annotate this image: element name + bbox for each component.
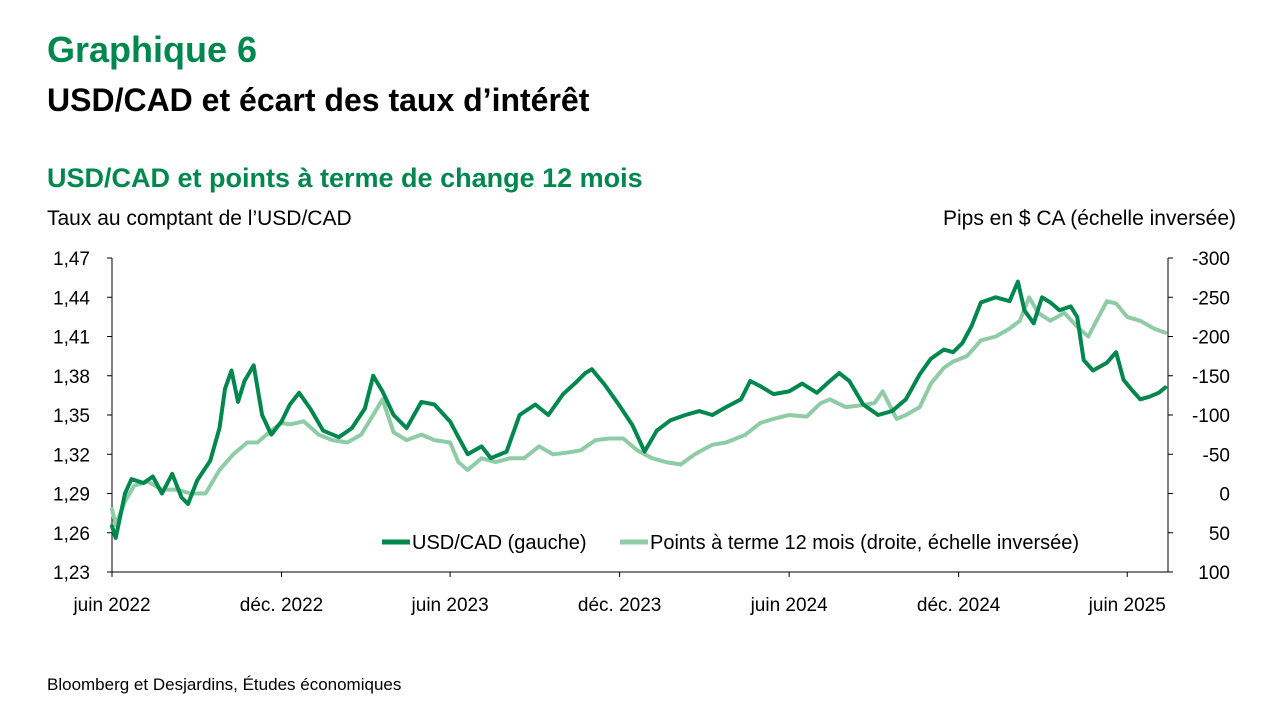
- y-right-axis-title: Pips en $ CA (échelle inversée): [943, 207, 1236, 230]
- chart-heading: USD/CAD et points à terme de change 12 m…: [47, 163, 643, 193]
- y-left-tick-label: 1,29: [53, 485, 90, 506]
- usdcad-series-line: [110, 279, 1168, 540]
- legend-label-usdcad: USD/CAD (gauche): [412, 532, 587, 554]
- y-right-tick-label: -300: [1192, 249, 1230, 270]
- page-title: USD/CAD et écart des taux d’intérêt: [47, 82, 590, 118]
- source-note: Bloomberg et Desjardins, Études économiq…: [47, 675, 402, 694]
- graph-number: Graphique 6: [47, 29, 258, 70]
- y-left-tick-label: 1,38: [53, 367, 90, 388]
- x-tick-label: juin 2023: [411, 595, 489, 616]
- y-right-tick-label: -50: [1203, 445, 1230, 466]
- y-right-tick-label: 0: [1219, 485, 1230, 506]
- y-right-tick-label: -100: [1192, 406, 1230, 427]
- y-right-tick-label: 50: [1209, 524, 1230, 545]
- x-tick-label: déc. 2022: [240, 595, 323, 616]
- y-right-tick-label: -150: [1192, 367, 1230, 388]
- y-left-tick-label: 1,41: [53, 328, 90, 349]
- legend-label-forward-points: Points à terme 12 mois (droite, échelle …: [650, 532, 1079, 554]
- y-left-tick-label: 1,44: [53, 288, 90, 309]
- y-right-tick-label: -200: [1192, 328, 1230, 349]
- x-tick-label: juin 2024: [750, 595, 829, 616]
- x-tick-label: déc. 2024: [917, 595, 1001, 616]
- y-left-tick-label: 1,26: [53, 524, 90, 545]
- y-right-tick-label: -250: [1192, 288, 1230, 309]
- y-left-axis-title: Taux au comptant de l’USD/CAD: [47, 207, 352, 230]
- y-right-tick-label: 100: [1198, 563, 1230, 584]
- x-tick-label: déc. 2023: [578, 595, 661, 616]
- y-left-tick-label: 1,47: [53, 249, 90, 270]
- x-tick-label: juin 2025: [1088, 595, 1166, 616]
- y-left-tick-label: 1,23: [53, 563, 90, 584]
- y-left-tick-label: 1,35: [53, 406, 90, 427]
- y-left-tick-label: 1,32: [53, 445, 90, 466]
- forward-points-series-line: [110, 295, 1168, 527]
- x-tick-label: juin 2022: [72, 595, 150, 616]
